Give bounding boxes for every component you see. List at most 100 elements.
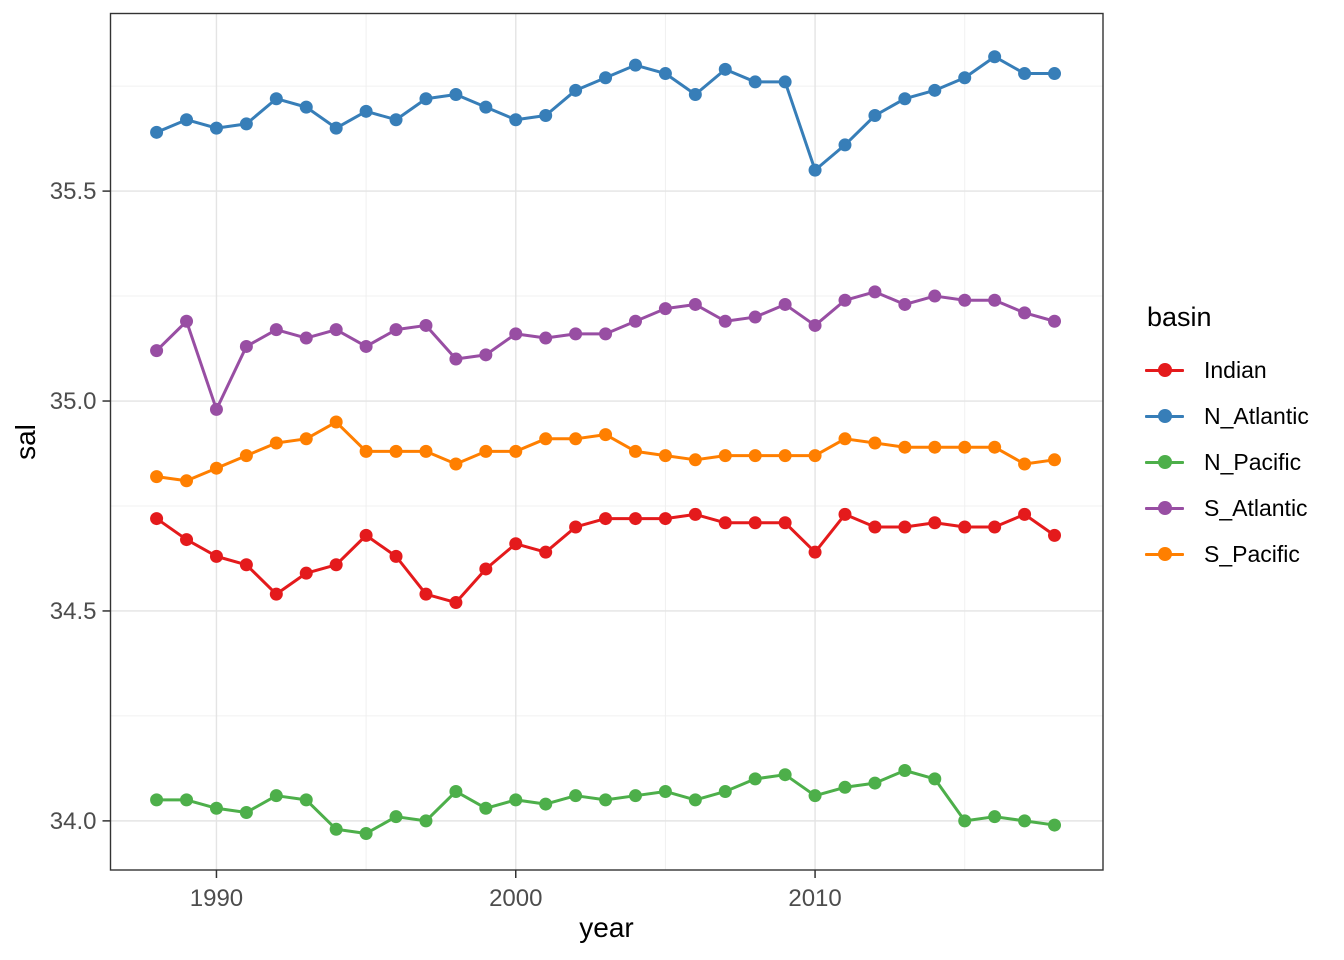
- point-S_Atlantic-2014: [928, 289, 942, 303]
- point-Indian-2000: [509, 537, 523, 551]
- series-N_Atlantic: [150, 50, 1062, 177]
- point-N_Pacific-1993: [299, 793, 313, 807]
- point-N_Pacific-2015: [958, 814, 972, 828]
- point-Indian-2011: [838, 507, 852, 521]
- legend-item-N_Atlantic: N_Atlantic: [1145, 393, 1341, 439]
- point-N_Atlantic-1998: [449, 88, 463, 102]
- point-S_Atlantic-1996: [389, 323, 403, 337]
- point-S_Atlantic-2016: [988, 293, 1002, 307]
- point-S_Atlantic-2017: [1018, 306, 1032, 320]
- x-tick-label-1990: 1990: [190, 885, 243, 912]
- point-N_Atlantic-1996: [389, 113, 403, 127]
- point-Indian-1989: [180, 533, 194, 547]
- point-S_Atlantic-2005: [658, 302, 672, 316]
- point-Indian-2015: [958, 520, 972, 534]
- point-S_Atlantic-1988: [150, 344, 164, 358]
- point-N_Atlantic-2017: [1018, 67, 1032, 81]
- y-tick-label-34.0: 34.0: [50, 808, 97, 835]
- point-N_Pacific-2005: [658, 784, 672, 798]
- panel-border: [109, 12, 1104, 871]
- legend-label: Indian: [1204, 356, 1267, 383]
- point-N_Atlantic-2018: [1048, 67, 1062, 81]
- legend-key-icon: [1145, 450, 1184, 474]
- point-N_Pacific-2009: [778, 768, 792, 782]
- point-N_Pacific-2001: [539, 797, 553, 811]
- point-N_Pacific-1988: [150, 793, 164, 807]
- point-S_Atlantic-1994: [329, 323, 343, 337]
- point-S_Atlantic-1991: [239, 339, 253, 353]
- point-Indian-1992: [269, 587, 283, 601]
- point-Indian-2001: [539, 545, 553, 559]
- point-N_Pacific-1998: [449, 784, 463, 798]
- point-S_Pacific-1995: [359, 444, 373, 458]
- point-S_Pacific-1988: [150, 470, 164, 484]
- point-N_Atlantic-2014: [928, 83, 942, 97]
- point-N_Pacific-1995: [359, 826, 373, 840]
- point-N_Atlantic-2011: [838, 138, 852, 152]
- point-S_Pacific-2018: [1048, 453, 1062, 467]
- point-N_Pacific-2010: [808, 789, 822, 803]
- point-Indian-2010: [808, 545, 822, 559]
- x-tick-label-2010: 2010: [788, 885, 841, 912]
- point-S_Pacific-2010: [808, 449, 822, 463]
- point-S_Atlantic-2010: [808, 318, 822, 332]
- point-S_Atlantic-2013: [898, 297, 912, 311]
- legend-title: basin: [1147, 302, 1212, 332]
- point-S_Pacific-2005: [658, 449, 672, 463]
- point-N_Atlantic-1999: [479, 100, 493, 114]
- point-S_Atlantic-2003: [599, 327, 613, 341]
- point-N_Pacific-2017: [1018, 814, 1032, 828]
- point-N_Pacific-1997: [419, 814, 433, 828]
- point-N_Pacific-2007: [718, 784, 732, 798]
- point-Indian-1993: [299, 566, 313, 580]
- legend: basin Indian N_Atlantic N_Pacific S_Atlanti…: [1145, 302, 1341, 577]
- point-S_Atlantic-2000: [509, 327, 523, 341]
- point-Indian-2018: [1048, 528, 1062, 542]
- point-N_Atlantic-1993: [299, 100, 313, 114]
- y-tick-label-34.5: 34.5: [50, 598, 97, 625]
- y-axis-title: sal: [10, 424, 41, 460]
- point-N_Pacific-2013: [898, 763, 912, 777]
- point-S_Atlantic-1992: [269, 323, 283, 337]
- panel-background: [110, 13, 1103, 870]
- point-S_Pacific-2017: [1018, 457, 1032, 471]
- point-N_Atlantic-2001: [539, 109, 553, 123]
- point-S_Pacific-2002: [569, 432, 583, 446]
- series-S_Pacific: [150, 415, 1062, 488]
- point-N_Atlantic-2009: [778, 75, 792, 89]
- point-Indian-2008: [748, 516, 762, 530]
- point-N_Atlantic-2010: [808, 163, 822, 177]
- point-N_Pacific-2003: [599, 793, 613, 807]
- point-S_Atlantic-2015: [958, 293, 972, 307]
- point-N_Pacific-1999: [479, 801, 493, 815]
- point-S_Atlantic-1999: [479, 348, 493, 362]
- point-S_Pacific-1989: [180, 474, 194, 488]
- point-N_Pacific-2006: [688, 793, 702, 807]
- point-S_Atlantic-2004: [628, 314, 642, 328]
- legend-label: S_Atlantic: [1204, 494, 1308, 521]
- point-N_Atlantic-2003: [599, 71, 613, 85]
- point-S_Pacific-2013: [898, 440, 912, 454]
- legend-label: N_Atlantic: [1204, 402, 1309, 429]
- point-S_Pacific-1991: [239, 449, 253, 463]
- minor-gridlines: [110, 13, 1103, 870]
- x-tick-label-2000: 2000: [489, 885, 542, 912]
- point-S_Pacific-2014: [928, 440, 942, 454]
- point-S_Atlantic-1990: [209, 402, 223, 416]
- point-Indian-2014: [928, 516, 942, 530]
- point-N_Pacific-2014: [928, 772, 942, 786]
- point-N_Pacific-1990: [209, 801, 223, 815]
- point-Indian-2002: [569, 520, 583, 534]
- point-Indian-2017: [1018, 507, 1032, 521]
- legend-key-icon: [1145, 496, 1184, 520]
- point-Indian-2012: [868, 520, 882, 534]
- point-S_Pacific-2007: [718, 449, 732, 463]
- point-Indian-2004: [628, 512, 642, 526]
- point-S_Pacific-1993: [299, 432, 313, 446]
- point-N_Pacific-1991: [239, 805, 253, 819]
- point-Indian-1997: [419, 587, 433, 601]
- point-N_Atlantic-2000: [509, 113, 523, 127]
- point-N_Atlantic-2016: [988, 50, 1002, 64]
- point-S_Pacific-1994: [329, 415, 343, 429]
